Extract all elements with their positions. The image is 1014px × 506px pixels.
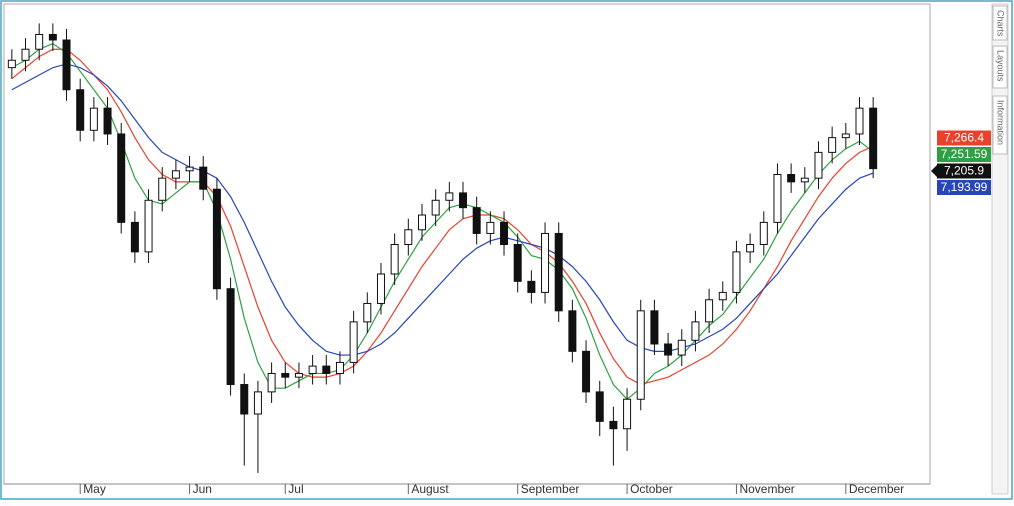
candle-body xyxy=(363,302,372,323)
candle-body xyxy=(841,133,850,139)
candle-body xyxy=(513,244,522,282)
candle-body xyxy=(568,310,577,352)
candle-body xyxy=(349,321,358,363)
candle-body xyxy=(322,365,331,374)
candle-body xyxy=(226,288,235,386)
candle-body xyxy=(746,244,755,253)
candle-body xyxy=(89,107,98,131)
x-tick-label: August xyxy=(411,482,449,496)
candle-body xyxy=(582,350,591,393)
candle-body xyxy=(623,398,632,430)
plot-area xyxy=(3,3,931,485)
price-label-box xyxy=(937,147,991,162)
candle-body xyxy=(636,310,645,400)
candle-body xyxy=(308,365,317,374)
sidebar-tab-label[interactable]: Layouts xyxy=(996,50,1006,82)
candle-body xyxy=(595,391,604,422)
candle-body xyxy=(62,39,71,91)
candle-body xyxy=(759,221,768,245)
sidebar-tab[interactable] xyxy=(992,45,1008,89)
price-label-pointer xyxy=(931,164,938,178)
candle-body xyxy=(376,273,385,304)
candle-body xyxy=(117,133,126,223)
sidebar-tab-label[interactable]: Information xyxy=(996,100,1006,145)
candle-body xyxy=(417,214,426,231)
candle-body xyxy=(130,221,139,253)
candle-body xyxy=(171,170,180,179)
candle-body xyxy=(554,232,563,312)
candle-body xyxy=(800,177,809,183)
candle-body xyxy=(144,199,153,253)
candle-body xyxy=(828,137,837,153)
candle-body xyxy=(472,207,481,234)
sidebar-tabs: Charts Layouts Information xyxy=(992,5,1008,155)
sidebar-tab[interactable] xyxy=(992,95,1008,155)
moving-average-line xyxy=(11,43,874,401)
candle-body xyxy=(486,221,495,234)
candle-body xyxy=(335,361,344,374)
x-tick-label: Jun xyxy=(193,482,212,496)
candle-body xyxy=(718,291,727,301)
candle-body xyxy=(103,107,112,135)
candle-body xyxy=(240,384,249,415)
x-tick-label: December xyxy=(849,482,904,496)
price-label: 7,193.99 xyxy=(941,180,988,194)
candle-body xyxy=(185,166,194,172)
price-label: 7,205.9 xyxy=(944,164,984,178)
price-label-box xyxy=(937,163,991,179)
candle-body xyxy=(390,244,399,275)
x-tick-label: September xyxy=(521,482,580,496)
candle-body xyxy=(869,107,878,170)
candle-body xyxy=(294,372,303,378)
x-tick-label: November xyxy=(739,482,794,496)
candle-body xyxy=(158,177,167,201)
x-tick-label: October xyxy=(630,482,673,496)
price-label-box xyxy=(937,130,991,146)
candle-body xyxy=(677,339,686,356)
candle-body xyxy=(212,188,221,290)
candle-body xyxy=(404,229,413,245)
candle-body xyxy=(787,173,796,183)
x-tick-label: Jul xyxy=(288,482,303,496)
candle-body xyxy=(541,232,550,293)
candle-body xyxy=(76,89,85,131)
candle-body xyxy=(281,372,290,378)
candle-body xyxy=(814,151,823,179)
candle-body xyxy=(773,173,782,223)
price-label: 7,251.59 xyxy=(941,147,988,161)
candle-body xyxy=(253,391,262,415)
candle-body xyxy=(21,48,30,61)
candle-body xyxy=(664,343,673,356)
sidebar-tab[interactable] xyxy=(992,5,1008,41)
candle-body xyxy=(527,280,536,293)
moving-average-line xyxy=(11,48,874,386)
candle-body xyxy=(459,192,468,209)
candle-body xyxy=(267,372,276,393)
candle-body xyxy=(445,192,454,201)
candle-body xyxy=(691,321,700,341)
candle-body xyxy=(7,59,16,69)
price-label: 7,266.4 xyxy=(944,131,984,145)
candle-body xyxy=(650,310,659,345)
candle-body xyxy=(705,299,714,323)
candle-body xyxy=(48,33,57,41)
candle-body xyxy=(732,251,741,293)
x-tick-label: May xyxy=(83,482,106,496)
moving-average-line xyxy=(11,63,874,356)
candle-body xyxy=(199,166,208,190)
candle-body xyxy=(855,107,864,135)
candle-body xyxy=(431,199,440,216)
candle-body xyxy=(500,221,509,245)
sidebar-tab-label[interactable]: Charts xyxy=(996,10,1006,37)
candle-body xyxy=(609,420,618,430)
candle-body xyxy=(35,33,44,50)
price-label-box xyxy=(937,180,991,195)
